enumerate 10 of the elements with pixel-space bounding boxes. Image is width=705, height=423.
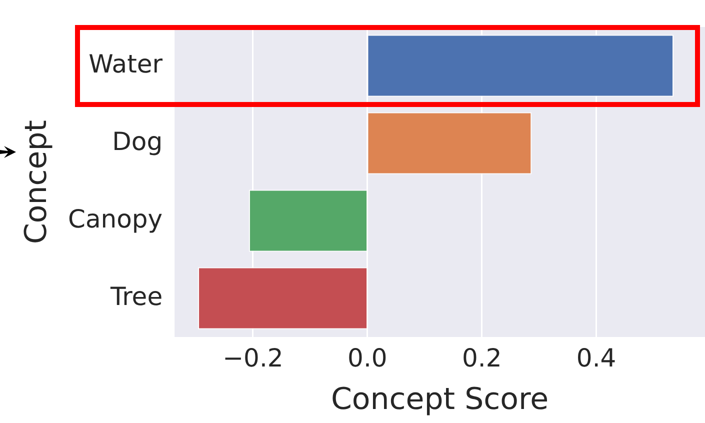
x-axis-title: Concept Score [330, 382, 549, 417]
y-tick-label: Tree [109, 282, 163, 311]
x-tick-label: 0.2 [462, 344, 502, 372]
y-tick-label: Dog [112, 126, 163, 156]
y-tick-label: Water [88, 49, 164, 78]
x-tick-label: −0.2 [222, 344, 284, 372]
x-tick-label: 0.0 [348, 344, 388, 372]
x-tick-label: 0.4 [576, 344, 616, 372]
y-axis-title: Concept [18, 120, 54, 244]
y-tick-label: Canopy [68, 204, 163, 234]
